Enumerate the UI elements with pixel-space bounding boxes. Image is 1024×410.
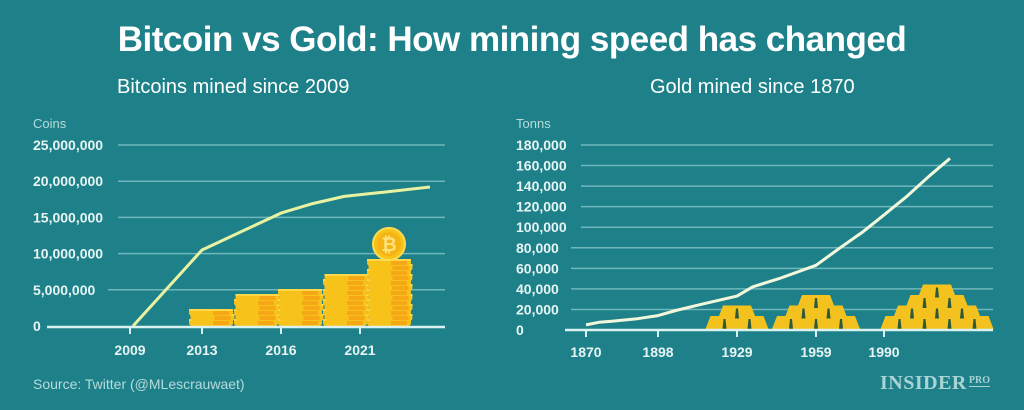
y-tick-label: 140,000 — [516, 178, 567, 194]
x-tick-label: 2021 — [344, 342, 375, 358]
y-tick-label: 60,000 — [516, 260, 559, 276]
bitcoin-y-tick-labels: 0 5,000,000 10,000,000 15,000,000 20,000,000… — [33, 137, 103, 334]
gold-bar-pyramids — [705, 284, 994, 329]
gold-line — [585, 157, 951, 327]
page-title: Bitcoin vs Gold: How mining speed has ch… — [117, 20, 907, 59]
x-tick-label: 2016 — [265, 342, 296, 358]
brand-suffix: PRO — [968, 375, 990, 387]
y-tick-label: 10,000,000 — [33, 246, 103, 262]
x-tick-label: 1990 — [868, 344, 899, 360]
y-tick-label: 160,000 — [516, 158, 567, 174]
y-tick-label: 120,000 — [516, 199, 567, 215]
y-tick-label: 25,000,000 — [33, 137, 103, 153]
x-tick-label: 1870 — [570, 344, 601, 360]
x-tick-label: 1959 — [800, 344, 831, 360]
y-tick-label: 80,000 — [516, 240, 559, 256]
y-tick-label: 0 — [516, 322, 524, 338]
bitcoin-coin-icon: ₿ — [372, 227, 406, 261]
gold-x-ticks: 1870 1898 1929 1959 1990 — [570, 330, 900, 360]
y-tick-label: 5,000,000 — [33, 282, 95, 298]
bitcoin-x-ticks: 2009 2013 2016 2021 — [114, 327, 376, 358]
y-tick-label: 0 — [33, 318, 41, 334]
y-tick-label: 20,000 — [516, 301, 559, 317]
gold-y-tick-labels: 0 20,000 40,000 60,000 80,000 100,000 120,000 1… — [516, 137, 567, 338]
x-tick-label: 2013 — [186, 342, 217, 358]
y-tick-label: 40,000 — [516, 281, 559, 297]
y-tick-label: 100,000 — [516, 219, 567, 235]
brand-logo: INSIDER PRO — [880, 372, 990, 395]
y-tick-label: 15,000,000 — [33, 209, 103, 225]
gold-y-axis-label: Tonns — [516, 116, 551, 131]
x-tick-label: 1929 — [721, 344, 752, 360]
gold-chart-title: Gold mined since 1870 — [650, 76, 855, 98]
y-tick-label: 20,000,000 — [33, 173, 103, 189]
gold-gridlines — [571, 144, 993, 311]
svg-text:₿: ₿ — [381, 235, 396, 256]
source-note: Source: Twitter (@MLescrauwaet) — [33, 376, 245, 392]
bitcoin-line — [131, 185, 431, 328]
x-tick-label: 1898 — [642, 344, 673, 360]
y-tick-label: 180,000 — [516, 137, 567, 153]
x-tick-label: 2009 — [114, 342, 145, 358]
bitcoin-y-axis-label: Coins — [33, 116, 67, 131]
brand-name: INSIDER — [880, 372, 967, 394]
bitcoin-chart-title: Bitcoins mined since 2009 — [117, 76, 350, 98]
